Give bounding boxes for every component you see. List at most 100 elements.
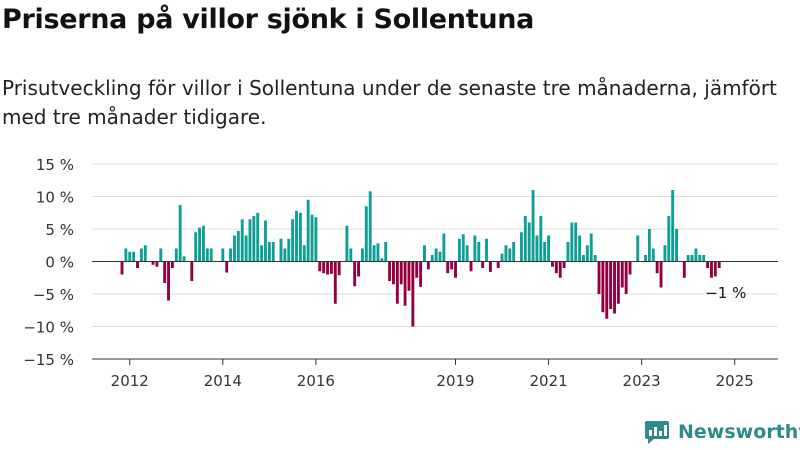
data-bar	[287, 238, 291, 262]
data-bar	[717, 261, 721, 268]
data-bar	[690, 255, 694, 262]
data-bar	[655, 261, 659, 274]
data-bar	[694, 248, 698, 262]
data-bar	[589, 233, 593, 262]
data-bar	[675, 229, 678, 262]
data-bar	[613, 261, 616, 314]
data-bar	[236, 230, 240, 262]
y-tick-label: −10 %	[23, 319, 74, 337]
data-bar	[582, 255, 585, 262]
data-bar	[120, 261, 124, 275]
data-bar	[601, 261, 605, 313]
data-bar	[702, 255, 706, 262]
data-bar	[710, 261, 713, 278]
data-bar	[221, 248, 225, 262]
data-bar	[306, 199, 310, 262]
data-bar	[256, 212, 260, 262]
data-bar	[609, 261, 613, 309]
data-bar	[364, 206, 368, 262]
data-bar	[434, 248, 438, 262]
data-bar	[566, 242, 570, 262]
data-bar	[554, 261, 558, 274]
data-bar	[442, 233, 446, 262]
data-bar	[233, 235, 236, 262]
data-bar	[450, 261, 454, 270]
data-bar	[252, 216, 256, 262]
data-bar	[663, 245, 667, 262]
data-bar	[128, 251, 132, 262]
data-bar	[174, 248, 178, 262]
data-bar	[329, 261, 333, 274]
data-bar	[605, 261, 609, 319]
data-bar	[686, 255, 690, 262]
data-bar	[124, 248, 128, 262]
data-bar	[357, 261, 361, 277]
data-bar	[283, 248, 287, 262]
data-bar	[473, 235, 477, 262]
data-bar	[667, 216, 671, 262]
data-bar	[182, 256, 186, 262]
data-bar	[585, 245, 589, 262]
data-bar	[465, 245, 469, 262]
newsworthy-logo-text: Newsworthy	[678, 421, 800, 443]
data-bar	[624, 261, 628, 294]
data-bar	[527, 222, 531, 262]
data-bar	[143, 245, 147, 262]
data-bar	[302, 245, 306, 262]
data-bar	[380, 258, 384, 262]
data-bar	[539, 216, 543, 262]
data-bar	[190, 261, 194, 281]
data-bar	[461, 234, 465, 262]
page-subtitle: Prisutveckling för villor i Sollentuna u…	[2, 76, 777, 129]
data-bar	[132, 251, 136, 262]
data-bar	[248, 219, 252, 262]
data-bar	[388, 261, 392, 281]
data-bar	[430, 255, 434, 262]
data-bar	[205, 248, 209, 262]
data-bar	[508, 248, 512, 262]
data-bar	[353, 261, 357, 287]
y-tick-label: −15 %	[23, 351, 74, 369]
y-tick-label: 15 %	[36, 156, 74, 174]
data-bar	[426, 261, 430, 270]
data-bar	[535, 235, 539, 262]
data-bar	[531, 190, 535, 262]
data-bar	[570, 222, 574, 262]
x-tick-label: 2023	[623, 372, 661, 390]
y-tick-label: −5 %	[33, 286, 74, 304]
data-bar	[411, 261, 415, 327]
x-tick-label: 2019	[436, 372, 474, 390]
data-bar	[597, 261, 601, 294]
data-bar	[547, 235, 551, 262]
data-bar	[159, 248, 163, 262]
y-tick-label: 5 %	[45, 221, 74, 239]
data-bar	[523, 216, 527, 262]
data-bar	[368, 191, 372, 262]
data-bar	[636, 235, 640, 262]
data-bar	[295, 210, 298, 262]
x-tick-label: 2012	[111, 372, 149, 390]
data-bar	[496, 261, 500, 268]
bar-layer	[120, 190, 721, 327]
data-bar	[163, 261, 167, 283]
data-bar	[170, 261, 174, 268]
last-value-annotation: −1 %	[705, 284, 746, 302]
data-bar	[593, 255, 597, 262]
data-bar	[438, 251, 442, 262]
data-bar	[488, 261, 492, 272]
data-bar	[376, 243, 380, 262]
page-title: Priserna på villor sjönk i Sollentuna	[2, 4, 535, 35]
data-bar	[260, 245, 264, 262]
x-tick-label: 2025	[716, 372, 754, 390]
data-bar	[198, 227, 202, 262]
data-bar	[713, 261, 717, 277]
data-bar	[264, 220, 267, 262]
data-bar	[500, 253, 504, 262]
data-bar	[384, 242, 388, 262]
x-tick-label: 2016	[297, 372, 335, 390]
x-tick-label: 2014	[204, 372, 242, 390]
data-bar	[139, 248, 143, 262]
newsworthy-logo-icon	[645, 421, 669, 444]
data-bar	[647, 229, 651, 262]
